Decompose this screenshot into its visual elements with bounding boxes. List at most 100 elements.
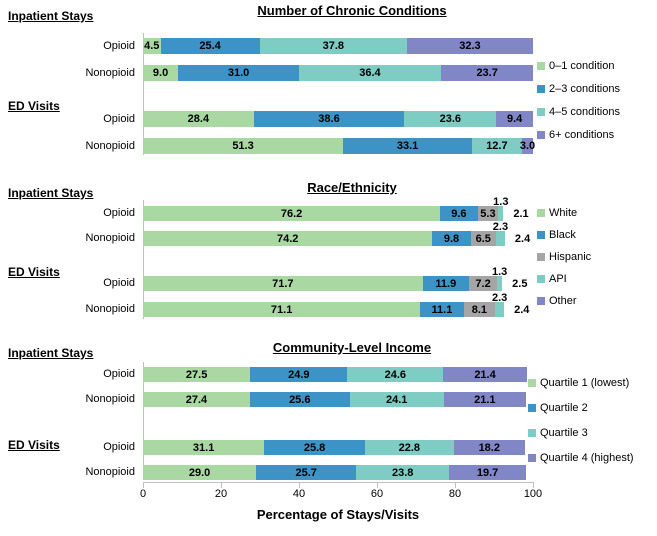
legend-item: Hispanic	[537, 250, 591, 264]
row-label: Nonopioid	[85, 466, 135, 478]
bar-segment: 71.7	[143, 276, 423, 291]
segment-value-label: 28.4	[187, 113, 210, 125]
stacked-bar: 51.3 33.1 12.7 3.0	[143, 138, 536, 154]
bar-segment: 18.2	[453, 440, 525, 455]
bar-segment: 6.5	[470, 231, 496, 246]
x-axis-tick	[377, 482, 378, 488]
stacked-bar: 4.5 25.4 37.8 32.3	[143, 38, 533, 54]
outside-value-label: 2.1	[513, 207, 529, 220]
segment-value-label: 27.4	[185, 393, 208, 406]
legend-label: Quartile 1 (lowest)	[540, 377, 630, 389]
segment-value-label: 38.6	[318, 113, 340, 125]
bar-segment: 51.3	[143, 138, 344, 154]
bar-segment: 12.7	[472, 138, 522, 154]
bar-segment: 24.9	[250, 367, 348, 382]
bar-segment: 31.1	[143, 440, 265, 455]
x-axis-tick	[299, 482, 300, 488]
segment-value-label: 11.9	[435, 277, 457, 290]
row-label: Nonopioid	[85, 303, 135, 315]
bar-segment: 2.3	[493, 221, 508, 246]
segment-value-label: 23.6	[439, 113, 461, 125]
bar-segment: 1.3	[492, 266, 507, 291]
x-axis-tick	[143, 482, 144, 488]
bar-segment: 19.7	[449, 465, 526, 480]
legend-item: Quartile 2	[528, 401, 634, 415]
bar-row: Opioid 27.5 24.9 24.6 21.4	[0, 367, 657, 382]
x-axis-tick	[533, 482, 534, 488]
x-axis-line	[143, 482, 534, 483]
stacked-bar: 9.0 31.0 36.4 23.7	[143, 65, 534, 81]
segment-value-label: 5.3	[480, 207, 496, 220]
segment-value-label: 23.8	[392, 466, 414, 479]
bar-segment: 24.6	[347, 367, 444, 382]
section-label: Inpatient Stays	[8, 186, 94, 200]
row-label: Opioid	[103, 40, 135, 52]
legend-label: Quartile 4 (highest)	[540, 452, 634, 464]
bar-segment: 25.6	[249, 392, 350, 407]
stacked-bar: 76.2 9.6 5.3 1.3 2.1	[143, 196, 529, 221]
bar-segment: 1.3	[493, 196, 508, 221]
segment-value-label: 4.5	[144, 40, 160, 52]
segment-value-label: 18.2	[478, 441, 500, 454]
x-axis-tick-label: 60	[370, 488, 384, 500]
legend-item: 0–1 condition	[537, 59, 620, 73]
chart-title: Community-Level Income	[272, 340, 432, 355]
above-value-label: 2.3	[491, 292, 508, 304]
segment-value-label: 71.1	[270, 303, 293, 316]
segment-value-label: 12.7	[486, 140, 508, 152]
bar-segment: 9.8	[432, 231, 471, 246]
segment-value-label: 8.1	[471, 303, 487, 316]
segment-value-label: 74.2	[276, 232, 299, 245]
bar-segment: 25.8	[264, 440, 365, 455]
bar-segment: 23.8	[356, 465, 450, 480]
segment-value-label: 27.5	[185, 368, 208, 381]
legend-label: 6+ conditions	[549, 129, 615, 141]
row-label: Opioid	[103, 277, 135, 289]
legend-swatch-icon	[537, 275, 545, 283]
legend-item: Quartile 3	[528, 426, 634, 440]
legend-swatch-icon	[537, 297, 545, 305]
bar-segment: 22.8	[364, 440, 454, 455]
bar-segment: 38.6	[253, 111, 405, 127]
legend-item: API	[537, 272, 591, 286]
row-label: Opioid	[103, 368, 135, 380]
bar-segment: 31.0	[178, 65, 299, 81]
legend-swatch-icon	[537, 131, 545, 139]
chart-title: Number of Chronic Conditions	[257, 3, 447, 18]
legend: Quartile 1 (lowest) Quartile 2 Quartile 3 Q…	[528, 376, 634, 465]
bar-segment: 9.0	[143, 65, 179, 81]
segment-value-label: 31.1	[192, 441, 215, 454]
y-axis-line	[143, 33, 144, 155]
segment-value-label: 3.0	[519, 140, 536, 152]
section-label: ED Visits	[8, 438, 60, 452]
legend-swatch-icon	[537, 85, 545, 93]
bar-row: Opioid 76.2 9.6 5.3 1.3 2.1	[0, 196, 657, 221]
legend: White Black Hispanic API Other	[537, 206, 591, 308]
segment-value-label: 36.4	[359, 67, 381, 79]
legend-swatch-icon	[528, 404, 536, 412]
segment-value-label: 37.8	[322, 40, 344, 52]
segment-value-label: 23.7	[476, 67, 498, 79]
bar-row: Nonopioid 71.1 11.1 8.1 2.3 2.4	[0, 292, 657, 317]
legend-item: White	[537, 206, 591, 220]
outside-value-label: 2.4	[514, 303, 530, 316]
bar-row: Nonopioid 9.0 31.0 36.4 23.7	[0, 65, 657, 81]
bar-row: Nonopioid 74.2 9.8 6.5 2.3 2.4	[0, 221, 657, 246]
segment-value-label: 9.6	[451, 207, 467, 220]
bar-segment: 23.7	[440, 65, 534, 81]
outside-value-label: 2.4	[514, 232, 531, 245]
bar-segment: 2.3	[492, 292, 507, 317]
bar-segment: 76.2	[143, 206, 441, 221]
stacked-bar: 71.1 11.1 8.1 2.3 2.4	[143, 292, 530, 317]
bar-segment: 23.6	[404, 111, 497, 127]
legend-item: Black	[537, 228, 591, 242]
legend-swatch-icon	[537, 108, 545, 116]
segment-value-label: 11.1	[431, 303, 453, 316]
bar-segment: 3.0	[519, 138, 536, 154]
section-label: ED Visits	[8, 99, 60, 113]
legend-label: API	[549, 273, 567, 285]
bar-row: Opioid 31.1 25.8 22.8 18.2	[0, 440, 657, 455]
row-label: Nonopioid	[85, 67, 135, 79]
legend-swatch-icon	[528, 454, 536, 462]
segment-value-label: 32.3	[459, 40, 481, 52]
